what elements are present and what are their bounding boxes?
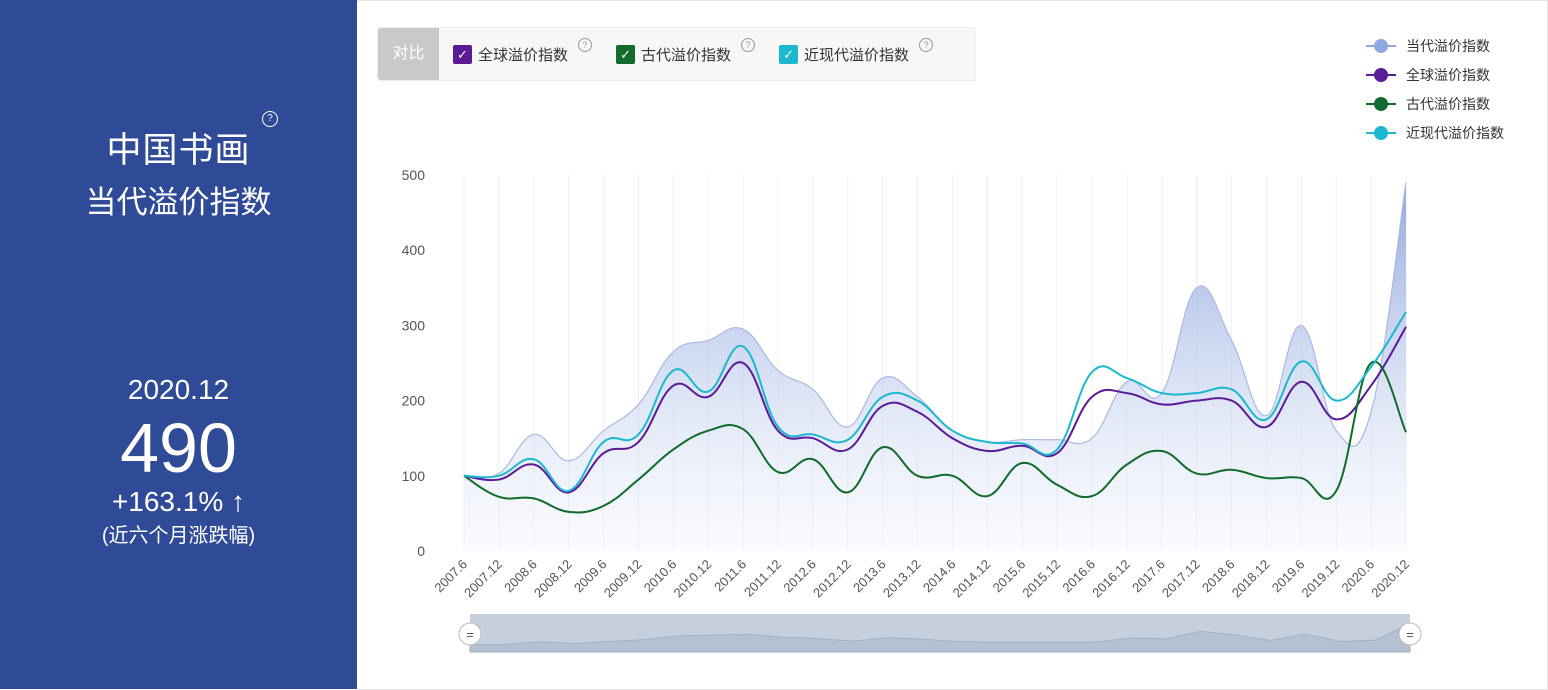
datazoom-handle-left[interactable]	[458, 622, 482, 646]
legend-label: 近现代溢价指数	[1406, 124, 1504, 141]
checkbox-checked-icon: ✓	[779, 44, 799, 64]
x-tick-label: 2017.12	[1159, 557, 1203, 601]
series-line-1	[463, 326, 1407, 494]
x-tick-label: 2018.12	[1229, 557, 1273, 601]
series-line-2	[463, 360, 1407, 514]
help-icon[interactable]: ?	[262, 111, 278, 127]
legend-label: 古代溢价指数	[1406, 95, 1490, 112]
datazoom-handle-right[interactable]	[1398, 622, 1422, 646]
legend-label: 全球溢价指数	[1406, 66, 1490, 83]
compare-modern-checkbox[interactable]: ✓ 近现代溢价指数 ?	[779, 38, 934, 65]
compare-option-label: 古代溢价指数	[641, 46, 732, 64]
checkbox-checked-icon: ✓	[453, 44, 472, 64]
x-tick-label: 2016.12	[1089, 557, 1133, 601]
y-tick-label: 200	[402, 393, 426, 409]
summary-date: 2020.12	[127, 374, 230, 405]
summary-panel: 中国书画 ? 当代溢价指数 2020.12 490 +163.1% ↑ (近六个…	[0, 0, 357, 689]
compare-bar: 对比 ✓ 全球溢价指数 ? ✓ 古代溢价指数 ? ✓ 近现代溢价指数 ?	[377, 27, 976, 81]
x-tick-label: 2015.12	[1019, 557, 1063, 601]
drag-handle-icon: =	[1406, 627, 1414, 642]
summary-subtitle: 当代溢价指数	[85, 185, 272, 220]
compare-label: 对比	[378, 28, 439, 80]
legend-label: 当代溢价指数	[1406, 37, 1490, 54]
compare-global-checkbox[interactable]: ✓ 全球溢价指数 ?	[453, 38, 593, 65]
series-line-3	[463, 311, 1407, 492]
y-tick-label: 300	[402, 317, 426, 333]
legend-item[interactable]: 古代溢价指数	[1366, 89, 1504, 118]
x-tick-label: 2020.12	[1368, 557, 1412, 601]
legend-item[interactable]: 近现代溢价指数	[1366, 118, 1504, 147]
y-tick-label: 400	[402, 242, 426, 258]
chart-legend: 当代溢价指数 全球溢价指数 古代溢价指数 近现代溢价指数	[1366, 31, 1504, 147]
series-area-0	[464, 182, 1406, 551]
legend-marker-icon	[1366, 125, 1396, 140]
x-tick-label: 2010.12	[671, 557, 715, 601]
checkbox-checked-icon: ✓	[616, 44, 636, 64]
x-tick-label: 2009.12	[601, 557, 645, 601]
summary-change: +163.1% ↑	[111, 486, 246, 517]
x-tick-label: 2008.12	[531, 557, 575, 601]
compare-option-label: 全球溢价指数	[478, 46, 569, 64]
summary-change-note: (近六个月涨跌幅)	[101, 525, 256, 547]
help-icon[interactable]: ?	[578, 38, 593, 52]
y-tick-label: 100	[402, 468, 426, 484]
x-tick-label: 2012.12	[810, 557, 854, 601]
help-icon[interactable]: ?	[919, 38, 934, 52]
x-tick-label: 2013.12	[880, 557, 924, 601]
compare-ancient-checkbox[interactable]: ✓ 古代溢价指数 ?	[616, 38, 756, 65]
legend-marker-icon	[1366, 96, 1396, 111]
help-icon[interactable]: ?	[741, 38, 756, 52]
y-tick-label: 0	[417, 543, 425, 559]
legend-item[interactable]: 当代溢价指数	[1366, 31, 1504, 60]
x-tick-label: 2011.12	[741, 557, 784, 600]
y-tick-label: 500	[402, 167, 426, 183]
summary-value: 490	[120, 409, 237, 487]
compare-option-label: 近现代溢价指数	[804, 46, 910, 64]
x-tick-label: 2014.12	[950, 557, 994, 601]
legend-marker-icon	[1366, 67, 1396, 82]
datazoom-preview	[469, 623, 1411, 653]
summary-title: 中国书画	[106, 131, 251, 170]
x-tick-label: 2007.12	[461, 557, 505, 601]
legend-item[interactable]: 全球溢价指数	[1366, 60, 1504, 89]
legend-marker-icon	[1366, 38, 1396, 53]
drag-handle-icon: =	[466, 627, 474, 642]
x-tick-label: 2019.12	[1299, 557, 1343, 601]
